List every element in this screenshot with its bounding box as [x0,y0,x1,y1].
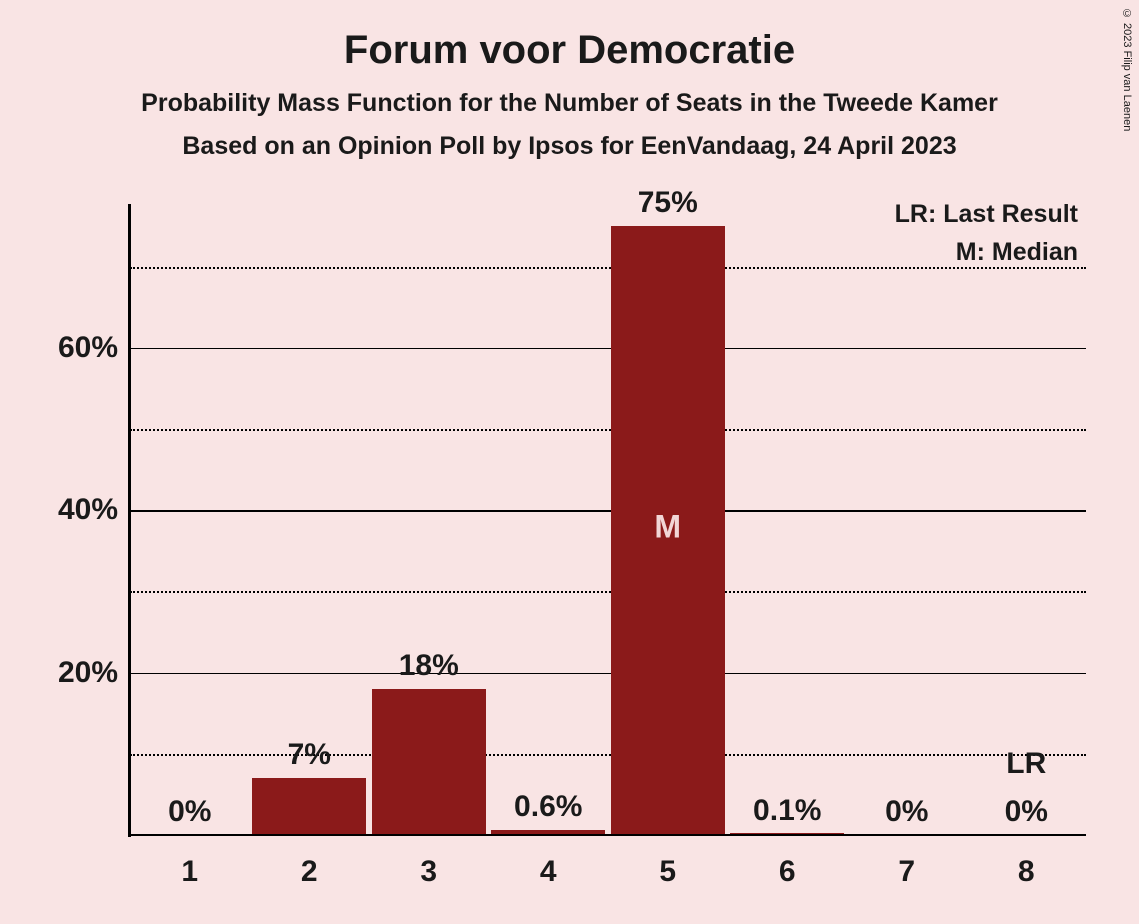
legend-lr: LR: Last Result [895,200,1078,229]
bar-value-label: 0% [168,795,211,829]
bar [372,689,486,835]
chart-subtitle-1: Probability Mass Function for the Number… [0,89,1139,118]
median-marker: M [654,508,681,545]
bar-value-label: 0% [885,795,928,829]
chart-plot-area: 20%40%60%0%17%218%30.6%475%5M0.1%60%70%8… [130,210,1086,835]
x-axis-label: 1 [181,835,198,889]
chart-subtitle-2: Based on an Opinion Poll by Ipsos for Ee… [0,132,1139,161]
bar-value-label: 75% [638,186,698,220]
y-axis-label: 20% [58,656,130,690]
bar-value-label: 7% [288,738,331,772]
x-axis-label: 4 [540,835,557,889]
gridline-major [130,348,1086,350]
gridline-minor [130,754,1086,756]
copyright-text: © 2023 Filip van Laenen [1121,8,1133,131]
bar-value-label: 18% [399,649,459,683]
gridline-minor [130,267,1086,269]
x-axis-label: 8 [1018,835,1035,889]
legend-median: M: Median [956,238,1078,267]
y-axis [128,204,131,837]
gridline-minor [130,591,1086,593]
x-axis-label: 3 [420,835,437,889]
x-axis-label: 2 [301,835,318,889]
last-result-marker: LR [1006,747,1046,781]
x-axis-label: 7 [898,835,915,889]
bar-value-label: 0% [1005,795,1048,829]
y-axis-label: 60% [58,331,130,365]
bar-value-label: 0.6% [514,790,582,824]
gridline-minor [130,429,1086,431]
x-axis-label: 6 [779,835,796,889]
chart-title: Forum voor Democratie [0,0,1139,73]
bar [252,778,366,835]
x-axis-label: 5 [659,835,676,889]
x-axis [128,834,1086,837]
bar-value-label: 0.1% [753,794,821,828]
gridline-major [130,673,1086,675]
y-axis-label: 40% [58,493,130,527]
gridline-major [130,510,1086,512]
